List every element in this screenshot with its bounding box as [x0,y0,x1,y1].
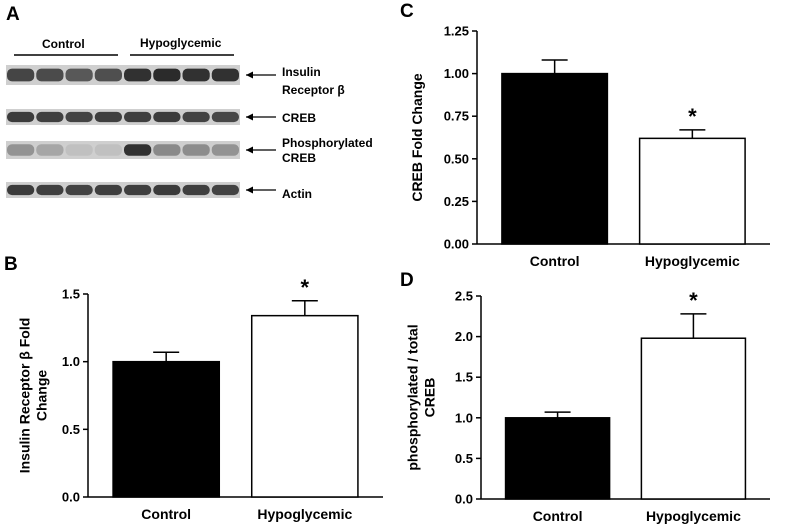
panel-a-letter: A [6,4,20,25]
blot-membrane-strip [6,141,240,159]
blot-band [94,68,122,82]
y-tick-label: 0.75 [444,109,469,124]
blot-arrow-head [246,113,253,121]
creb-fold-change-bar-chart: 0.00 0.25 0.50 0.75 1.00 1.25 Control * Hypoglyc… [409,24,770,269]
y-tick-label: 1.0 [62,354,80,369]
panel-b-insulin-receptor-chart: B 0.0 0.5 1.0 1.5 Control * Hypoglycemic Insuli… [4,254,383,522]
blot-band [211,111,239,123]
bar-hypoglycemic [640,337,747,500]
y-axis-label: CREB [422,378,438,418]
category-label: Hypoglycemic [257,506,352,522]
panel-b-letter: B [4,254,18,275]
panel-d-letter: D [400,270,414,291]
blot-band [7,111,35,123]
category-label: Control [530,253,580,269]
blot-band [153,111,181,123]
blot-band [65,144,93,156]
blot-band [124,144,152,156]
panel-a-western-blot: A Control Hypoglycemic Insulin Receptor β… [6,4,373,201]
blot-band [182,144,210,156]
blot-band-label: CREB [282,151,316,165]
blot-band [182,184,210,196]
blot-band [153,68,181,82]
blot-band [65,68,93,82]
y-tick-label: 0.0 [455,492,473,507]
blot-band-label: Actin [282,187,312,201]
y-axis-label: Insulin Receptor β Fold [17,318,33,474]
y-tick-label: 0.25 [444,194,469,209]
y-tick-label: 0.50 [444,151,469,166]
blot-band [211,68,239,82]
panel-d-phospho-creb-chart: D 0.0 0.5 1.0 1.5 2.0 2.5 Control * Hypoglycemic… [400,270,770,524]
bar-control [501,72,609,245]
significance-marker: * [688,104,697,129]
blot-band-label: Phosphorylated [282,136,373,150]
y-tick-label: 0.5 [62,422,80,437]
blot-band [124,111,152,123]
blot-arrow-head [246,186,253,194]
insulin-receptor-bar-chart: 0.0 0.5 1.0 1.5 Control * Hypoglycemic Insulin … [17,275,383,522]
y-tick-label: 1.5 [62,287,80,302]
blot-band [94,144,122,156]
blot-band [65,111,93,123]
blot-band [153,144,181,156]
blot-band [211,184,239,196]
bar-control [504,417,611,500]
panel-c-creb-chart: C 0.00 0.25 0.50 0.75 1.00 1.25 Control * Hypogl… [400,1,770,269]
blot-band [7,184,35,196]
blot-membrane-strip [6,182,240,198]
y-tick-label: 2.5 [455,289,473,304]
blot-band [7,68,35,82]
panel-c-letter: C [400,1,414,22]
blot-group-label-control: Control [42,37,85,51]
y-tick-label: 1.5 [455,370,473,385]
blot-band [36,68,64,82]
blot-band [124,68,152,82]
significance-marker: * [301,275,310,300]
blot-band [94,111,122,123]
blot-band-label: Insulin [282,65,321,79]
category-label: Hypoglycemic [645,253,740,269]
bar-hypoglycemic [250,314,359,498]
category-label: Control [533,508,583,524]
blot-band [65,184,93,196]
blot-arrow-head [246,71,253,79]
y-tick-label: 1.0 [455,410,473,425]
y-axis-label: phosphorylated / total [405,324,421,470]
blot-band [182,68,210,82]
blot-band [182,111,210,123]
phospho-total-creb-bar-chart: 0.0 0.5 1.0 1.5 2.0 2.5 Control * Hypoglycemic ph… [405,288,770,524]
blot-band [36,111,64,123]
blot-band [7,144,35,156]
y-tick-label: 0.00 [444,237,469,252]
blot-membrane-strip [6,65,240,85]
y-tick-label: 0.5 [455,451,473,466]
bar-control [112,360,221,498]
category-label: Hypoglycemic [646,508,741,524]
blot-band [36,144,64,156]
category-label: Control [141,506,191,522]
y-axis-label: CREB Fold Change [409,73,425,202]
blot-group-label-hypoglycemic: Hypoglycemic [140,36,222,50]
blot-band-label: Receptor β [282,83,345,97]
blot-band [124,184,152,196]
y-axis-label: Change [34,370,50,422]
blot-band [36,184,64,196]
blot-band [94,184,122,196]
y-tick-label: 1.25 [444,24,469,39]
blot-membrane-strip [6,109,240,125]
y-tick-label: 2.0 [455,329,473,344]
y-tick-label: 1.00 [444,66,469,81]
blot-band [211,144,239,156]
bar-hypoglycemic [638,137,746,245]
y-tick-label: 0.0 [62,490,80,505]
blot-band-label: CREB [282,111,316,125]
blot-arrow-head [246,146,253,154]
blot-band [153,184,181,196]
significance-marker: * [689,288,698,313]
